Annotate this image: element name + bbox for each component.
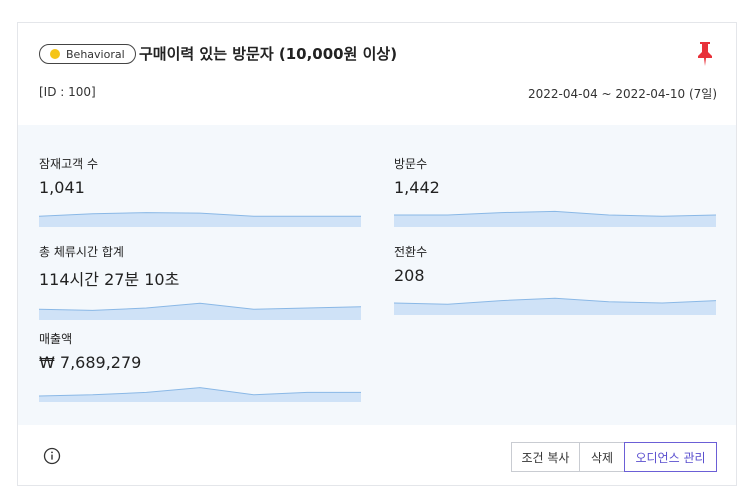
sparkline-line <box>39 387 361 397</box>
sparkline-line <box>39 212 361 217</box>
sparkline-line <box>394 210 716 217</box>
sparkline-line <box>394 297 716 305</box>
segment-type-badge: Behavioral <box>39 44 136 64</box>
segment-card: Behavioral 구매이력 있는 방문자 (10,000원 이상) [ID … <box>17 22 737 486</box>
sparkline-area <box>39 303 361 320</box>
metric-potential-customers: 잠재고객 수 1,041 <box>39 155 361 227</box>
sparkline-chart <box>39 302 361 320</box>
metric-label: 방문수 <box>394 157 428 171</box>
metric-value: ₩ 7,689,279 <box>39 353 142 372</box>
metric-conversions: 전환수 208 <box>394 243 716 315</box>
sparkline-chart <box>394 297 716 315</box>
badge-dot-icon <box>50 49 60 59</box>
sparkline-area <box>39 212 361 227</box>
sparkline-chart <box>39 387 361 402</box>
metric-value: 1,041 <box>39 178 85 197</box>
copy-condition-button[interactable]: 조건 복사 <box>511 442 580 472</box>
audience-manage-button[interactable]: 오디언스 관리 <box>624 442 717 472</box>
metric-total-stay-time: 총 체류시간 합계 114시간 27분 10초 <box>39 243 361 320</box>
metric-value: 114시간 27분 10초 <box>39 270 180 289</box>
metric-visits: 방문수 1,442 <box>394 155 716 227</box>
date-range: 2022-04-04 ~ 2022-04-10 (7일) <box>527 87 717 101</box>
info-icon[interactable] <box>43 447 61 465</box>
sparkline-area <box>39 387 361 402</box>
sparkline-area <box>394 211 716 227</box>
metrics-panel: 잠재고객 수 1,041 방문수 1,442 총 체류시간 합계 114시간 2… <box>18 125 736 425</box>
sparkline-chart <box>39 212 361 227</box>
metric-label: 총 체류시간 합계 <box>39 245 124 259</box>
badge-label: Behavioral <box>66 47 125 61</box>
metric-value: 208 <box>394 266 425 285</box>
metric-revenue: 매출액 ₩ 7,689,279 <box>39 330 361 402</box>
pin-icon[interactable] <box>696 41 714 67</box>
sparkline-area <box>394 298 716 315</box>
sparkline-line <box>39 302 361 311</box>
segment-title: 구매이력 있는 방문자 (10,000원 이상) <box>139 45 398 63</box>
card-header: Behavioral 구매이력 있는 방문자 (10,000원 이상) [ID … <box>18 23 736 125</box>
metric-label: 매출액 <box>39 332 73 346</box>
segment-id: [ID : 100] <box>39 85 96 99</box>
metric-value: 1,442 <box>394 178 440 197</box>
metric-label: 전환수 <box>394 245 428 259</box>
sparkline-chart <box>394 210 716 227</box>
card-footer: 조건 복사 삭제 오디언스 관리 <box>18 425 736 485</box>
metric-label: 잠재고객 수 <box>39 157 99 171</box>
delete-button[interactable]: 삭제 <box>579 442 625 472</box>
